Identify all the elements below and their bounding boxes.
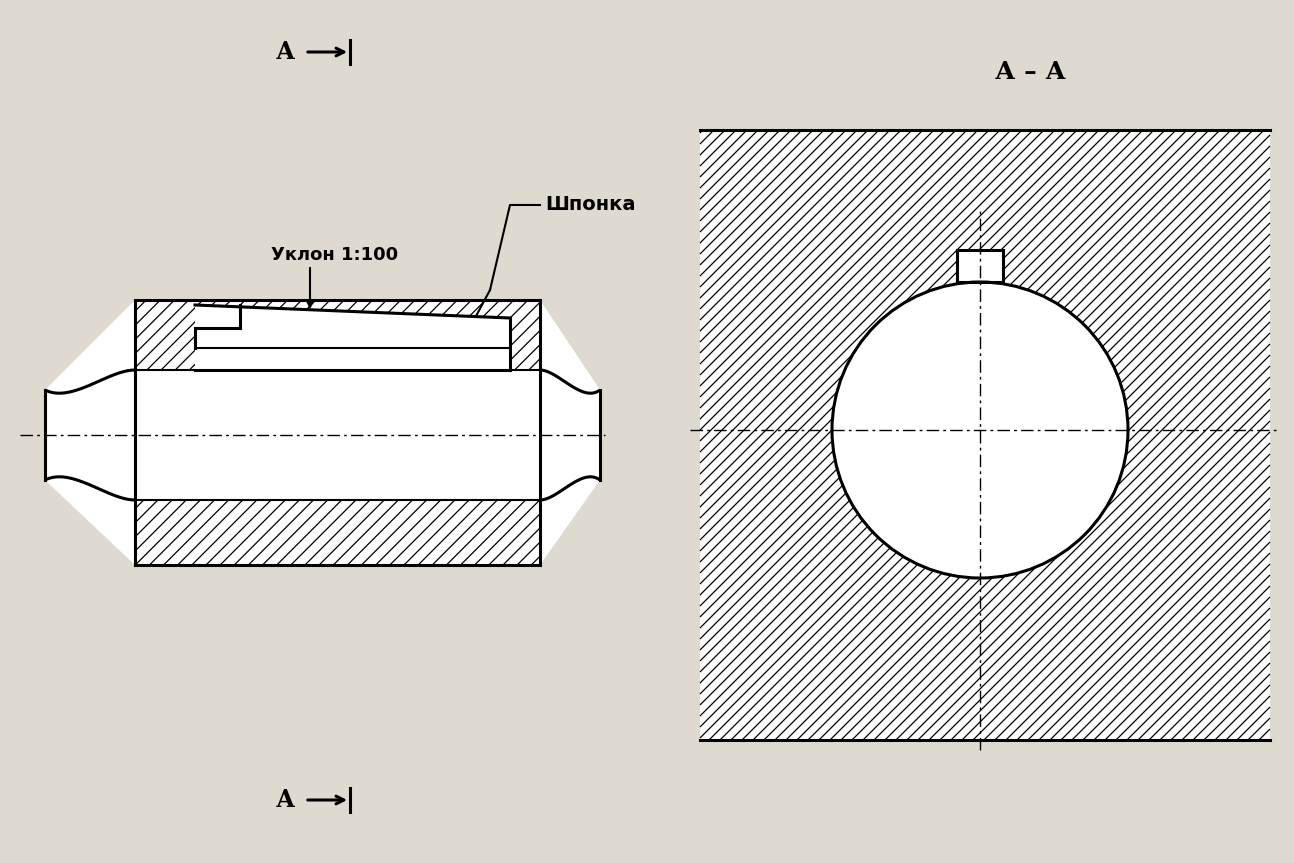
Text: А – А: А – А: [995, 60, 1065, 84]
Text: Шпонка: Шпонка: [545, 196, 635, 215]
Text: А: А: [276, 788, 295, 812]
Text: А: А: [276, 40, 295, 64]
Polygon shape: [700, 130, 1269, 740]
Polygon shape: [958, 250, 1003, 282]
Polygon shape: [135, 300, 540, 565]
Polygon shape: [45, 300, 135, 565]
Circle shape: [832, 282, 1128, 578]
Text: Уклон 1:100: Уклон 1:100: [272, 246, 399, 264]
Polygon shape: [540, 300, 600, 565]
Polygon shape: [195, 305, 510, 370]
